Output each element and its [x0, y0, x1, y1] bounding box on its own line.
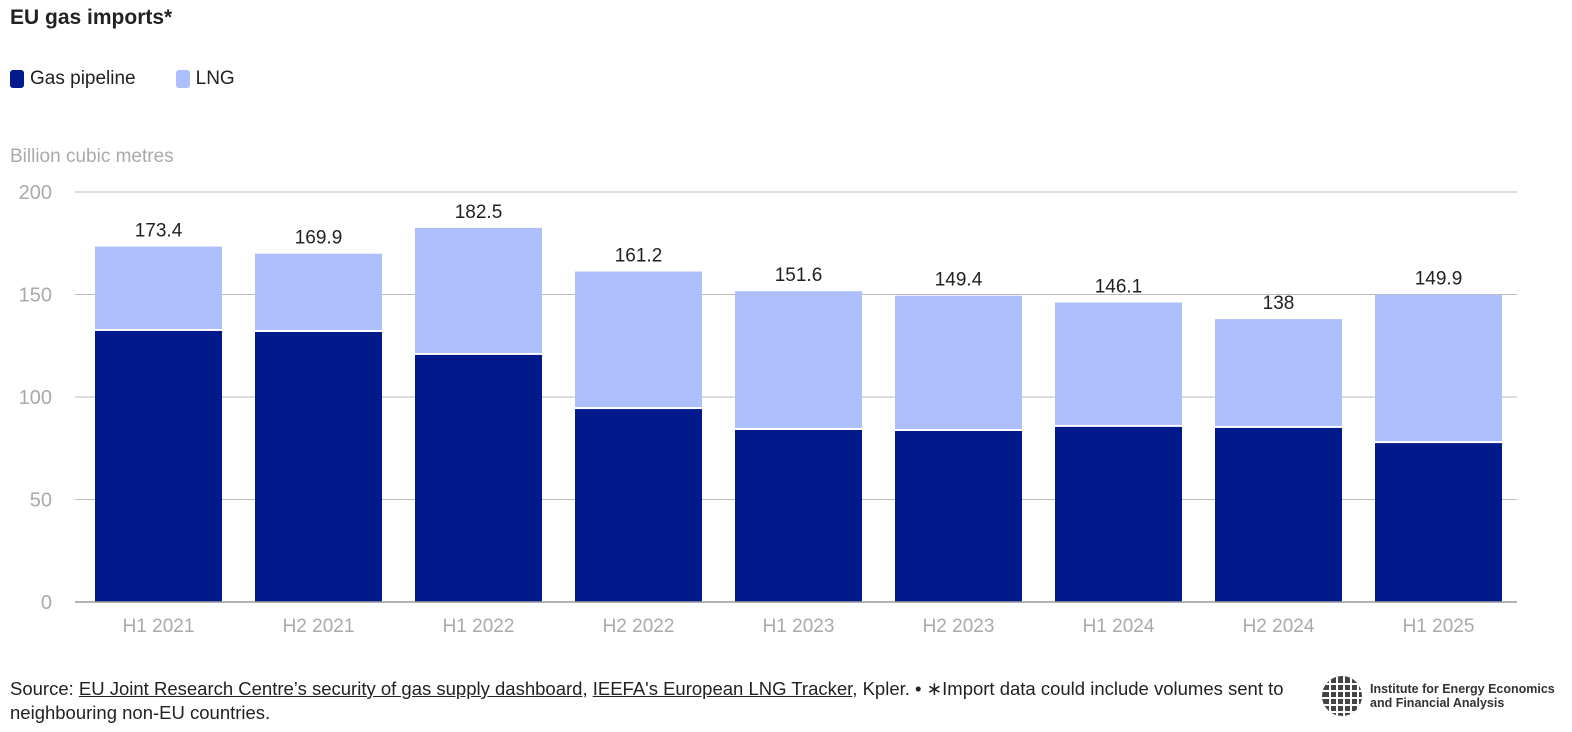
logo-line2: and Financial Analysis [1370, 696, 1505, 710]
data-label-total: 182.5 [455, 202, 503, 223]
y-tick-label: 50 [30, 490, 52, 512]
data-label-total: 151.6 [775, 265, 823, 286]
y-tick-label: 100 [19, 387, 52, 409]
bar-lng [575, 271, 702, 408]
source-prefix: Source: [10, 678, 79, 699]
x-tick-label: H1 2023 [763, 616, 835, 637]
bar-lng [1375, 294, 1502, 442]
data-label-total: 149.4 [935, 270, 983, 291]
x-tick-label: H1 2021 [123, 616, 195, 637]
legend: Gas pipeline LNG [10, 68, 235, 90]
data-label-total: 161.2 [615, 246, 663, 267]
data-label-total: 138 [1263, 293, 1295, 314]
logo-line1: Institute for Energy Economics [1370, 682, 1555, 696]
bar-lng [895, 295, 1022, 430]
bar-pipeline [895, 431, 1022, 602]
bar-pipeline [735, 429, 862, 602]
legend-label: LNG [195, 68, 235, 89]
x-tick-label: H2 2023 [923, 616, 995, 637]
x-tick-label: H1 2022 [443, 616, 515, 637]
bar-pipeline [415, 354, 542, 602]
y-tick-label: 200 [19, 182, 52, 204]
bar-pipeline [1215, 427, 1342, 602]
data-label-total: 173.4 [135, 221, 183, 242]
source-note: Source: EU Joint Research Centre’s secur… [10, 677, 1290, 725]
legend-swatch-pipeline [10, 70, 24, 88]
bar-pipeline [1375, 443, 1502, 602]
x-tick-label: H2 2021 [283, 616, 355, 637]
bar-lng [735, 291, 862, 428]
data-label-total: 149.9 [1415, 269, 1463, 290]
y-axis-label: Billion cubic metres [10, 146, 174, 167]
legend-label: Gas pipeline [30, 68, 136, 89]
source-sep: , [582, 678, 593, 699]
x-tick-label: H2 2022 [603, 616, 675, 637]
bar-lng [415, 227, 542, 353]
legend-item-pipeline: Gas pipeline [10, 68, 136, 90]
ieefa-logo: Institute for Energy Economics and Financ… [1320, 674, 1555, 718]
x-tick-label: H1 2025 [1403, 616, 1475, 637]
bar-pipeline [255, 331, 382, 602]
x-tick-label: H2 2024 [1243, 616, 1315, 637]
bar-lng [95, 246, 222, 329]
jrc-dashboard-link[interactable]: EU Joint Research Centre’s security of g… [78, 678, 583, 699]
data-label-total: 146.1 [1095, 276, 1143, 297]
chart-title: EU gas imports* [10, 6, 173, 29]
bar-pipeline [95, 330, 222, 602]
bar-chart: 0 50 100 150 200 173.4 H1 2021 169.9 H2 2021 182.… [19, 182, 1517, 637]
legend-item-lng: LNG [175, 68, 235, 90]
bar-lng [255, 253, 382, 330]
legend-swatch-lng [175, 70, 190, 88]
bar-pipeline [575, 409, 702, 602]
lng-tracker-link[interactable]: IEEFA's European LNG Tracker [592, 678, 853, 699]
x-tick-label: H1 2024 [1083, 616, 1155, 637]
y-tick-label: 150 [19, 285, 52, 307]
data-label-total: 169.9 [295, 228, 343, 249]
bar-lng [1055, 302, 1182, 425]
bar-lng [1215, 319, 1342, 426]
globe-icon [1322, 676, 1362, 716]
y-tick-label: 0 [41, 592, 52, 614]
bar-pipeline [1055, 426, 1182, 602]
source-rest: , Kpler. • ∗Import data could include vo… [10, 678, 1284, 723]
